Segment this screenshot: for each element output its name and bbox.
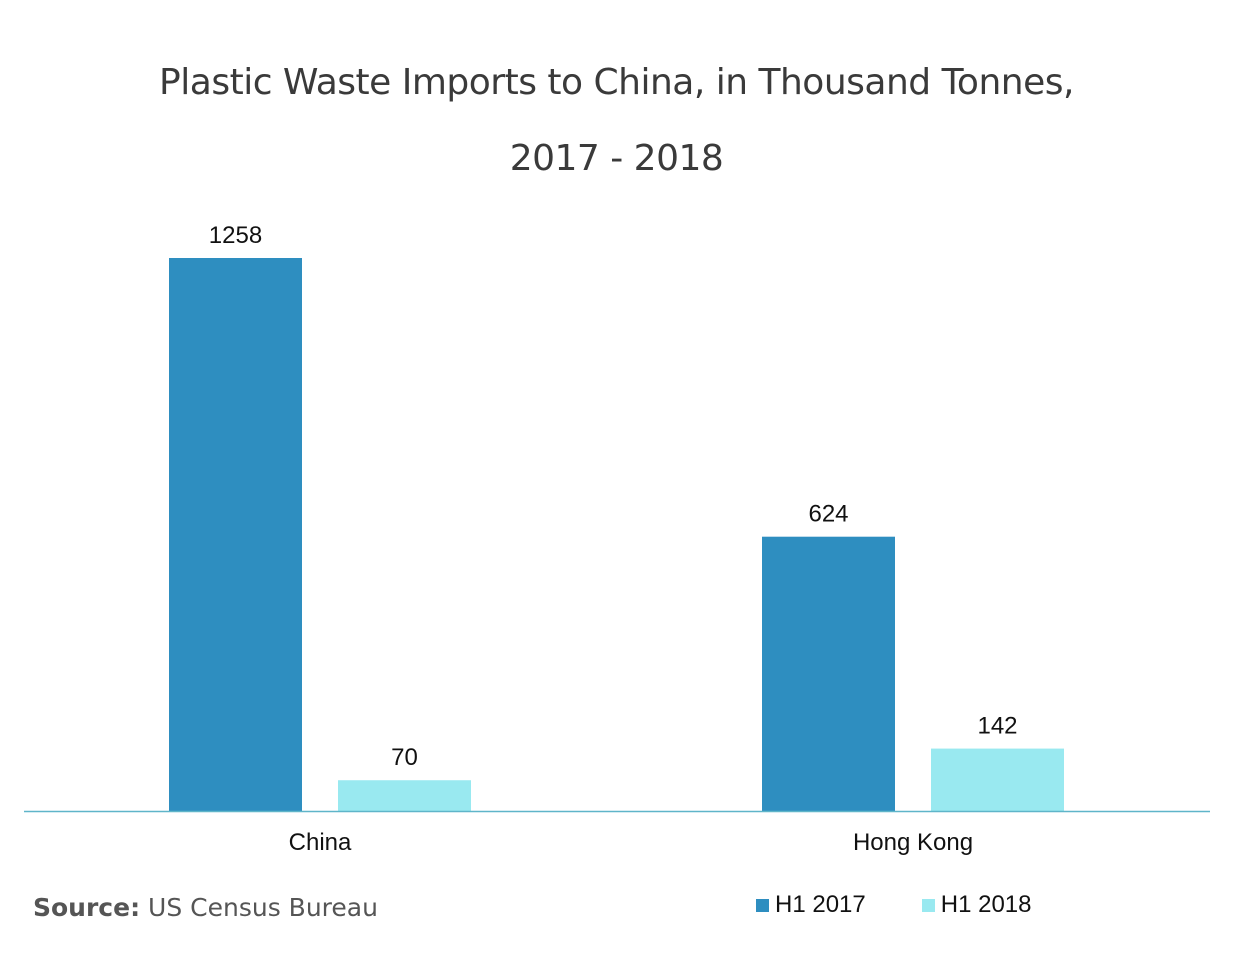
source-label: Source:: [33, 893, 141, 922]
x-tick-label-hong-kong: Hong Kong: [853, 829, 973, 856]
legend: H1 2017 H1 2018: [756, 891, 1088, 919]
legend-item-h1-2018: H1 2018: [921, 891, 1032, 919]
data-label-hong-kong-h1-2018: 142: [977, 713, 1017, 740]
chart-title: Plastic Waste Imports to China, in Thous…: [159, 62, 1074, 103]
x-tick-label-china: China: [289, 829, 352, 856]
legend-swatch-h1-2017: [756, 898, 769, 912]
source-note: Source: US Census Bureau: [33, 893, 378, 922]
legend-label-h1-2018: H1 2018: [940, 891, 1032, 918]
legend-item-h1-2017: H1 2017: [756, 891, 866, 919]
bar-hong-kong-h1-2018: [931, 748, 1064, 811]
legend-label-h1-2017: H1 2017: [775, 891, 866, 918]
legend-swatch-h1-2018: [921, 898, 935, 912]
data-label-china-h1-2018: 70: [391, 744, 418, 771]
data-label-hong-kong-h1-2017: 624: [808, 501, 848, 528]
chart-subtitle: 2017 - 2018: [509, 138, 724, 179]
bar-hong-kong-h1-2017: [762, 536, 895, 811]
bar-china-h1-2018: [338, 780, 471, 811]
bar-china-h1-2017: [169, 258, 302, 811]
source-text: US Census Bureau: [148, 893, 378, 922]
data-label-china-h1-2017: 1258: [209, 222, 262, 249]
